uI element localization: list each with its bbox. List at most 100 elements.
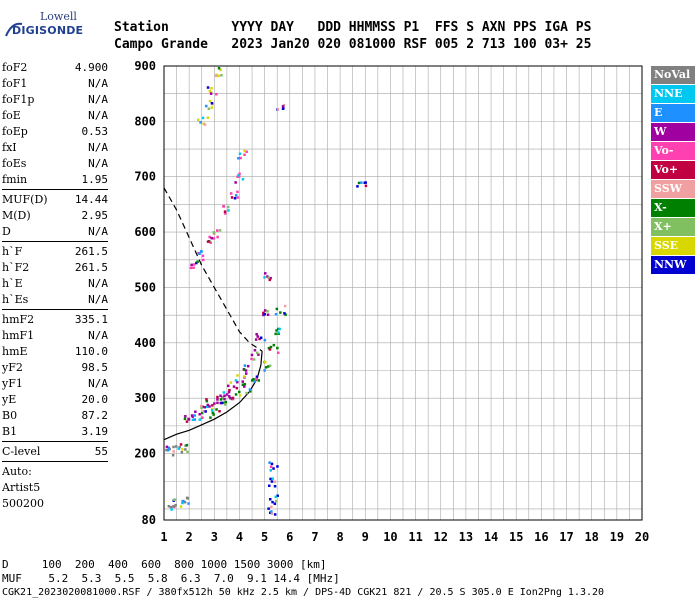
data-point xyxy=(194,410,197,413)
data-point xyxy=(281,105,285,108)
param-name: M(D) xyxy=(2,209,31,222)
data-point xyxy=(271,500,274,504)
x-tick-label: 19 xyxy=(610,530,624,544)
data-point xyxy=(279,311,282,314)
param-row: yE 20.0 xyxy=(2,392,108,408)
data-point xyxy=(183,501,187,504)
data-point xyxy=(263,369,266,372)
data-point xyxy=(273,480,277,483)
param-name: yE xyxy=(2,393,17,406)
param-name: h`F xyxy=(2,245,23,258)
data-point xyxy=(269,477,272,481)
data-point xyxy=(266,313,270,316)
data-point xyxy=(234,379,238,382)
data-point xyxy=(227,209,230,212)
param-name: h`Es xyxy=(2,293,29,306)
legend-item-vo-: Vo- xyxy=(651,142,695,160)
param-value: N/A xyxy=(88,225,108,238)
data-point xyxy=(245,372,248,375)
data-point xyxy=(275,329,278,332)
data-point xyxy=(200,404,203,408)
data-point xyxy=(210,102,214,105)
data-point xyxy=(172,450,175,453)
data-point xyxy=(208,235,211,239)
data-point xyxy=(232,385,236,388)
param-row: foE N/A xyxy=(2,108,108,124)
param-separator xyxy=(2,461,108,462)
auto-scaling-l1: Auto: xyxy=(2,465,32,478)
legend-item-x-: X- xyxy=(651,199,695,217)
data-point xyxy=(360,181,363,184)
legend-item-noval: NoVal xyxy=(651,66,695,84)
x-tick-label: 9 xyxy=(362,530,369,544)
data-point xyxy=(206,405,209,408)
data-point xyxy=(209,241,212,244)
data-point xyxy=(221,401,225,405)
data-point xyxy=(234,194,238,197)
param-name: fxI xyxy=(2,141,17,154)
data-point xyxy=(234,181,237,184)
data-point xyxy=(257,353,260,356)
d-row: D 100 200 400 600 800 1000 1500 3000 [km… xyxy=(2,558,327,571)
data-point xyxy=(203,406,206,409)
data-point xyxy=(271,477,274,480)
data-point xyxy=(184,444,187,447)
data-point xyxy=(201,416,204,419)
data-point xyxy=(186,450,189,454)
data-point xyxy=(184,448,187,451)
data-point xyxy=(216,401,219,405)
data-point xyxy=(270,510,273,513)
param-value: N/A xyxy=(88,377,108,390)
param-value: N/A xyxy=(88,109,108,122)
data-point xyxy=(209,416,212,419)
param-row: foEs N/A xyxy=(2,156,108,172)
legend-item-e: E xyxy=(651,104,695,122)
data-point xyxy=(192,263,196,266)
param-row: hmF1 N/A xyxy=(2,328,108,344)
data-point xyxy=(190,414,194,417)
legend: NoVal NNE E W Vo- Vo+ SSW X- X+ SSE NNW xyxy=(651,66,695,275)
data-point xyxy=(273,485,277,488)
data-point xyxy=(227,384,230,388)
data-point xyxy=(209,91,213,94)
x-tick-label: 11 xyxy=(408,530,422,544)
x-tick-label: 7 xyxy=(311,530,318,544)
data-point xyxy=(179,505,183,508)
x-tick-label: 5 xyxy=(261,530,268,544)
data-point xyxy=(269,345,273,349)
legend-item-vo-: Vo+ xyxy=(651,161,695,179)
data-point xyxy=(276,108,280,111)
param-row: fmin 1.95 xyxy=(2,172,108,188)
param-value: 2.95 xyxy=(81,209,109,222)
data-point xyxy=(205,399,209,403)
data-point xyxy=(201,254,205,258)
data-point xyxy=(266,275,269,278)
data-point xyxy=(248,388,252,391)
data-point xyxy=(210,236,213,240)
legend-item-w: W xyxy=(651,123,695,141)
param-separator xyxy=(2,241,108,242)
data-point xyxy=(236,190,239,194)
param-value: N/A xyxy=(88,293,108,306)
data-point xyxy=(283,312,286,315)
legend-item-nnw: NNW xyxy=(651,256,695,274)
data-point xyxy=(270,512,274,515)
data-point xyxy=(247,364,250,368)
param-row: D N/A xyxy=(2,224,108,240)
data-point xyxy=(267,507,270,510)
param-row: MUF(D) 14.44 xyxy=(2,192,108,208)
footer-info: CGK21_2023020081000.RSF / 380fx512h 50 k… xyxy=(2,587,605,598)
param-row: foF2 4.900 xyxy=(2,60,108,76)
data-point xyxy=(263,276,266,279)
data-point xyxy=(238,152,242,155)
data-point xyxy=(238,390,241,394)
data-point xyxy=(219,398,223,401)
param-name: hmE xyxy=(2,345,28,358)
data-point xyxy=(211,407,214,411)
data-point xyxy=(203,123,207,126)
data-point xyxy=(237,157,240,160)
data-point xyxy=(274,313,278,316)
param-value: 4.900 xyxy=(74,61,108,74)
muf-row: MUF 5.2 5.3 5.5 5.8 6.3 7.0 9.1 14.4 [MH… xyxy=(2,572,340,585)
data-point xyxy=(170,508,173,511)
